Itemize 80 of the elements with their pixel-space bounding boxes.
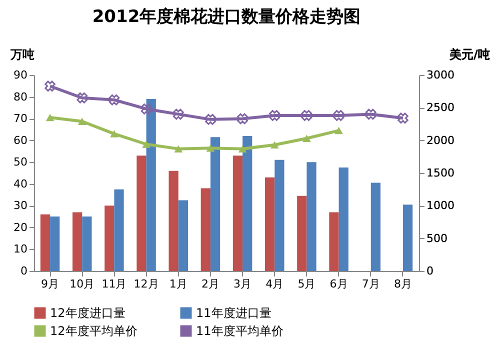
point bbox=[172, 108, 184, 120]
point bbox=[78, 118, 86, 126]
bar bbox=[136, 156, 146, 271]
x-tick-label: 1月 bbox=[169, 278, 188, 290]
x-tick-label: 4月 bbox=[266, 278, 284, 290]
y-tick-label: 90 bbox=[14, 68, 28, 82]
x-tick-label: 9月 bbox=[41, 278, 60, 290]
bar bbox=[72, 212, 82, 271]
bar bbox=[40, 214, 50, 271]
point bbox=[46, 114, 54, 122]
y2-tick-label: 1000 bbox=[426, 199, 454, 212]
bar bbox=[338, 168, 348, 271]
point bbox=[365, 108, 376, 120]
x-tick-label: 8月 bbox=[394, 278, 412, 290]
point bbox=[140, 104, 152, 114]
point bbox=[301, 110, 312, 121]
legend-label: 12年度进口量 bbox=[50, 306, 126, 320]
point bbox=[174, 145, 183, 152]
point bbox=[76, 92, 88, 104]
y2-tick-label: 2000 bbox=[426, 134, 454, 147]
bar bbox=[306, 162, 316, 271]
x-tick-label: 11月 bbox=[102, 278, 127, 290]
point bbox=[44, 80, 56, 92]
x-tick-label: 12月 bbox=[134, 278, 159, 290]
x-tick-label: 5月 bbox=[298, 278, 316, 290]
y-tick-label: 10 bbox=[14, 242, 28, 256]
point bbox=[237, 113, 248, 124]
point bbox=[108, 94, 120, 106]
bar bbox=[178, 200, 188, 271]
bar bbox=[329, 212, 339, 271]
legend-label: 11年度平均单价 bbox=[196, 324, 284, 338]
point bbox=[142, 140, 150, 148]
bar bbox=[402, 204, 413, 271]
bar bbox=[210, 137, 220, 271]
bar bbox=[265, 177, 275, 271]
y-tick-label: 40 bbox=[14, 177, 28, 190]
point bbox=[302, 134, 311, 142]
bar bbox=[232, 156, 243, 271]
y2-tick-label: 0 bbox=[426, 264, 434, 278]
x-tick-label: 7月 bbox=[362, 278, 380, 290]
chart-title: 2012年度棉花进口数量价格走势图 bbox=[92, 7, 361, 27]
point bbox=[269, 110, 280, 121]
x-tick-label: 10月 bbox=[70, 278, 95, 290]
y-tick-label: 20 bbox=[14, 220, 28, 234]
y2-tick-label: 1500 bbox=[426, 166, 454, 180]
point bbox=[110, 130, 118, 138]
y-axis-title: 万吨 bbox=[10, 48, 34, 62]
y-tick-label: 70 bbox=[14, 112, 28, 126]
bar bbox=[242, 136, 252, 271]
bar bbox=[200, 188, 210, 271]
y-tick-label: 80 bbox=[14, 90, 28, 104]
bar bbox=[274, 160, 284, 271]
bar bbox=[104, 206, 114, 271]
bar bbox=[297, 196, 307, 271]
point bbox=[238, 145, 247, 152]
y2-tick-label: 500 bbox=[426, 232, 448, 245]
y2-tick-label: 3000 bbox=[426, 68, 454, 82]
x-tick-label: 3月 bbox=[234, 278, 252, 290]
bar bbox=[114, 189, 124, 271]
y-tick-label: 30 bbox=[14, 199, 28, 212]
y2-tick-label: 2500 bbox=[426, 101, 454, 114]
bar bbox=[50, 216, 60, 271]
point bbox=[334, 126, 343, 134]
bar bbox=[168, 170, 178, 271]
x-tick-label: 6月 bbox=[330, 278, 348, 290]
legend-label: 12年度平均单价 bbox=[50, 324, 138, 338]
point bbox=[206, 144, 215, 152]
legend-label: 11年度进口量 bbox=[196, 306, 272, 320]
point bbox=[398, 112, 408, 124]
y2-axis-title: 美元/吨 bbox=[448, 48, 490, 62]
y-tick-label: 60 bbox=[14, 134, 28, 147]
point bbox=[270, 141, 279, 149]
x-tick-label: 2月 bbox=[201, 278, 220, 290]
point bbox=[205, 114, 216, 125]
bar bbox=[82, 216, 92, 271]
y-tick-label: 0 bbox=[20, 264, 28, 278]
point bbox=[333, 110, 344, 121]
bar bbox=[370, 182, 380, 271]
bar bbox=[146, 98, 156, 271]
y-tick-label: 50 bbox=[14, 156, 28, 169]
